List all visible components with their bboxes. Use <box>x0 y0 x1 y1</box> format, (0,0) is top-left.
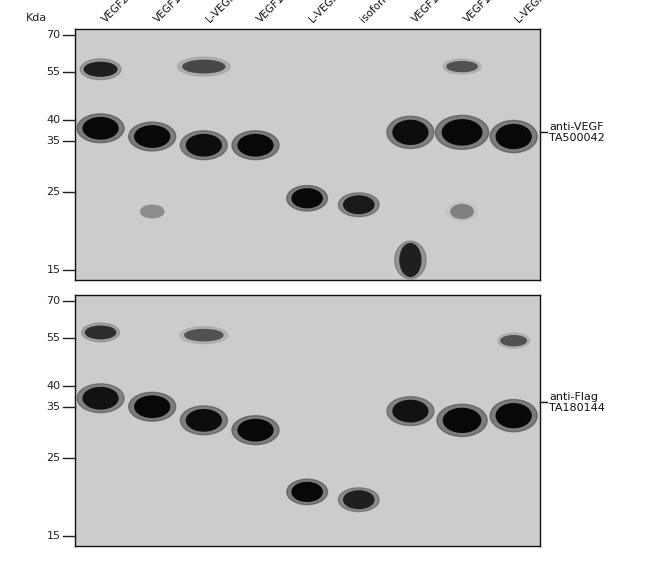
Text: Kda: Kda <box>26 13 47 23</box>
Ellipse shape <box>232 416 279 444</box>
Ellipse shape <box>387 116 434 149</box>
Ellipse shape <box>180 406 227 435</box>
Ellipse shape <box>395 241 426 279</box>
Ellipse shape <box>77 384 124 413</box>
Ellipse shape <box>387 397 434 425</box>
Text: VEGF183: VEGF183 <box>410 0 451 24</box>
Ellipse shape <box>136 203 168 220</box>
Ellipse shape <box>400 244 421 276</box>
Ellipse shape <box>490 120 537 153</box>
Ellipse shape <box>232 131 279 160</box>
Ellipse shape <box>129 392 176 421</box>
Ellipse shape <box>187 135 221 156</box>
Text: anti-Flag
TA180144: anti-Flag TA180144 <box>549 392 605 413</box>
Ellipse shape <box>287 479 328 505</box>
Text: VEGF189: VEGF189 <box>152 0 193 24</box>
Text: 55: 55 <box>46 333 60 343</box>
Ellipse shape <box>436 116 489 149</box>
Text: 35: 35 <box>46 402 60 412</box>
Text: 25: 25 <box>46 187 60 197</box>
Text: 35: 35 <box>46 136 60 146</box>
Text: isoform18: isoform18 <box>359 0 403 24</box>
Text: L-VEGF189: L-VEGF189 <box>514 0 560 24</box>
Text: 25: 25 <box>46 453 60 463</box>
Ellipse shape <box>135 126 170 147</box>
Ellipse shape <box>238 135 273 156</box>
Ellipse shape <box>82 323 120 342</box>
Ellipse shape <box>447 202 477 221</box>
Ellipse shape <box>443 59 481 74</box>
Text: anti-VEGF
TA500042: anti-VEGF TA500042 <box>549 121 605 143</box>
Ellipse shape <box>177 57 230 76</box>
Ellipse shape <box>451 205 473 218</box>
Ellipse shape <box>180 131 227 160</box>
Text: 15: 15 <box>46 531 60 540</box>
Text: VEGF165: VEGF165 <box>255 0 296 24</box>
Ellipse shape <box>183 60 225 73</box>
Ellipse shape <box>443 409 480 432</box>
Ellipse shape <box>344 196 374 213</box>
Ellipse shape <box>85 326 116 339</box>
Ellipse shape <box>447 61 477 72</box>
Ellipse shape <box>185 329 223 341</box>
Ellipse shape <box>83 117 118 139</box>
Text: 15: 15 <box>46 265 60 275</box>
Ellipse shape <box>238 420 273 441</box>
Text: L-VEGF121: L-VEGF121 <box>307 0 354 24</box>
Ellipse shape <box>292 483 322 501</box>
Ellipse shape <box>498 333 530 348</box>
Ellipse shape <box>80 59 121 80</box>
Text: 40: 40 <box>46 381 60 391</box>
Text: 70: 70 <box>46 296 60 306</box>
Ellipse shape <box>287 186 328 211</box>
Text: 70: 70 <box>46 30 60 40</box>
Ellipse shape <box>135 396 170 417</box>
Ellipse shape <box>442 120 482 145</box>
Ellipse shape <box>393 401 428 422</box>
Ellipse shape <box>83 388 118 409</box>
Ellipse shape <box>339 488 379 512</box>
Ellipse shape <box>496 125 531 149</box>
Text: VEGF145: VEGF145 <box>462 0 502 24</box>
Ellipse shape <box>490 399 537 432</box>
Ellipse shape <box>84 62 117 76</box>
Ellipse shape <box>437 404 487 436</box>
Ellipse shape <box>187 410 221 431</box>
Ellipse shape <box>129 122 176 151</box>
Ellipse shape <box>77 114 124 143</box>
Ellipse shape <box>393 120 428 144</box>
Text: L-VEGF165: L-VEGF165 <box>204 0 251 24</box>
Ellipse shape <box>344 491 374 509</box>
Ellipse shape <box>140 205 164 218</box>
Ellipse shape <box>339 193 379 217</box>
Text: 40: 40 <box>46 116 60 125</box>
Ellipse shape <box>501 336 526 346</box>
Ellipse shape <box>496 403 531 428</box>
Ellipse shape <box>292 189 322 208</box>
Text: VEGF206: VEGF206 <box>101 0 141 24</box>
Ellipse shape <box>180 327 227 344</box>
Text: 55: 55 <box>46 67 60 77</box>
